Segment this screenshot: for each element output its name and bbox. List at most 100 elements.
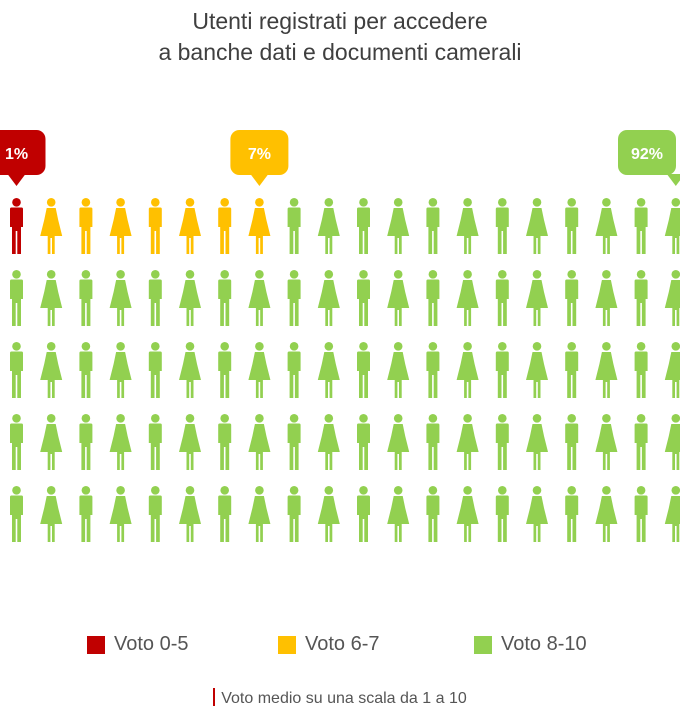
person-icon-voto-8-10 [526, 270, 548, 326]
person-icon-voto-8-10 [317, 342, 340, 398]
person-icon-voto-8-10 [218, 342, 232, 398]
person-icon-voto-8-10 [634, 486, 648, 542]
person-icon-voto-8-10 [40, 486, 63, 542]
legend-label-voto-8-10: Voto 8-10 [501, 633, 587, 655]
person-icon-voto-8-10 [248, 486, 271, 542]
person-icon-voto-8-10 [595, 198, 618, 254]
person-icon-voto-8-10 [664, 486, 680, 542]
person-icon-voto-8-10 [109, 270, 132, 326]
person-icon-voto-8-10 [456, 198, 479, 254]
footnote-text: Voto medio su una scala da 1 a 10 [221, 690, 467, 707]
footnote-marker [213, 688, 216, 706]
callout-label-voto-6-7: 7% [248, 146, 271, 163]
person-icon-voto-8-10 [495, 486, 509, 542]
person-icon-voto-8-10 [495, 414, 509, 470]
person-icon-voto-8-10 [148, 270, 162, 326]
person-icon-voto-8-10 [595, 486, 618, 542]
person-icon-voto-8-10 [179, 270, 201, 326]
person-icon-voto-8-10 [317, 414, 340, 470]
person-icon-voto-8-10 [456, 342, 479, 398]
person-icon-voto-8-10 [426, 486, 440, 542]
person-icon-voto-6-7 [79, 198, 93, 254]
person-icon-voto-8-10 [248, 414, 271, 470]
person-icon-voto-8-10 [248, 342, 271, 398]
legend: Voto 0-5 Voto 6-7 Voto 8-10 [0, 633, 680, 659]
person-icon-voto-8-10 [526, 342, 548, 398]
person-icon-voto-8-10 [634, 414, 648, 470]
person-icon-voto-8-10 [287, 270, 301, 326]
callout-label-voto-0-5: 1% [5, 146, 28, 163]
person-icon-voto-8-10 [40, 414, 63, 470]
person-icon-voto-8-10 [634, 270, 648, 326]
person-icon-voto-8-10 [495, 270, 509, 326]
person-icon-voto-0-5 [10, 198, 23, 254]
person-icon-voto-8-10 [317, 198, 340, 254]
person-icon-voto-6-7 [148, 198, 162, 254]
person-icon-voto-8-10 [179, 342, 201, 398]
person-icon-voto-8-10 [248, 270, 271, 326]
person-icon-voto-8-10 [495, 198, 509, 254]
legend-swatch-green [474, 635, 492, 654]
footnote: Voto medio su una scala da 1 a 10 [0, 688, 680, 708]
callout-voto-0-5: 1% [0, 130, 46, 186]
person-icon-voto-8-10 [317, 486, 340, 542]
person-icon-voto-8-10 [495, 342, 509, 398]
pictogram-chart: 1% 7% 92% [0, 130, 680, 542]
person-icon-voto-6-7 [40, 198, 63, 254]
person-icon-voto-8-10 [664, 414, 680, 470]
person-icon-voto-8-10 [287, 198, 301, 254]
person-icon-voto-8-10 [287, 342, 301, 398]
person-icon-voto-8-10 [387, 198, 410, 254]
person-icon-voto-8-10 [10, 342, 23, 398]
person-icon-voto-8-10 [426, 414, 440, 470]
person-icon-voto-8-10 [426, 198, 440, 254]
chart-title: Utenti registrati per accedere a banche … [0, 6, 680, 68]
person-icon-voto-8-10 [456, 486, 479, 542]
person-icon-voto-8-10 [218, 414, 232, 470]
person-icon-voto-8-10 [565, 342, 579, 398]
person-icon-voto-8-10 [79, 342, 93, 398]
person-icon-voto-8-10 [526, 198, 548, 254]
person-icon-voto-8-10 [109, 486, 132, 542]
person-icon-voto-8-10 [357, 198, 370, 254]
person-icon-voto-8-10 [357, 270, 370, 326]
person-icon-voto-6-7 [248, 198, 271, 254]
person-icon-voto-8-10 [79, 270, 93, 326]
person-icon-voto-8-10 [79, 486, 93, 542]
person-icon-voto-8-10 [10, 486, 23, 542]
person-icon-voto-8-10 [595, 414, 618, 470]
person-icon-voto-8-10 [109, 342, 132, 398]
person-icon-voto-8-10 [79, 414, 93, 470]
legend-item-voto-8-10: Voto 8-10 [474, 633, 587, 656]
person-icon-voto-8-10 [148, 342, 162, 398]
person-icon-voto-8-10 [357, 486, 370, 542]
person-icon-voto-8-10 [40, 342, 63, 398]
person-icon-voto-8-10 [426, 270, 440, 326]
person-icon-voto-8-10 [148, 414, 162, 470]
person-icon-voto-8-10 [526, 486, 548, 542]
person-icon-voto-8-10 [317, 270, 340, 326]
person-icon-voto-8-10 [387, 486, 410, 542]
person-icon-voto-6-7 [218, 198, 232, 254]
person-icon-voto-8-10 [10, 414, 23, 470]
chart-title-line1: Utenti registrati per accedere [192, 8, 488, 34]
legend-label-voto-0-5: Voto 0-5 [114, 633, 189, 655]
person-icon-voto-8-10 [148, 486, 162, 542]
person-icon-voto-8-10 [218, 486, 232, 542]
person-icon-voto-8-10 [387, 270, 410, 326]
person-icon-voto-8-10 [664, 198, 680, 254]
person-icon-voto-8-10 [426, 342, 440, 398]
person-icon-voto-8-10 [179, 486, 201, 542]
person-icon-voto-8-10 [634, 198, 648, 254]
person-icon-voto-8-10 [109, 414, 132, 470]
person-icon-voto-8-10 [357, 414, 370, 470]
person-icon-voto-8-10 [387, 342, 410, 398]
person-icon-voto-8-10 [10, 270, 23, 326]
person-icon-voto-6-7 [179, 198, 201, 254]
person-icon-voto-8-10 [664, 270, 680, 326]
person-icon-voto-6-7 [109, 198, 132, 254]
person-icon-voto-8-10 [565, 486, 579, 542]
legend-item-voto-0-5: Voto 0-5 [87, 633, 189, 656]
legend-swatch-red [87, 635, 105, 654]
legend-item-voto-6-7: Voto 6-7 [278, 633, 380, 656]
